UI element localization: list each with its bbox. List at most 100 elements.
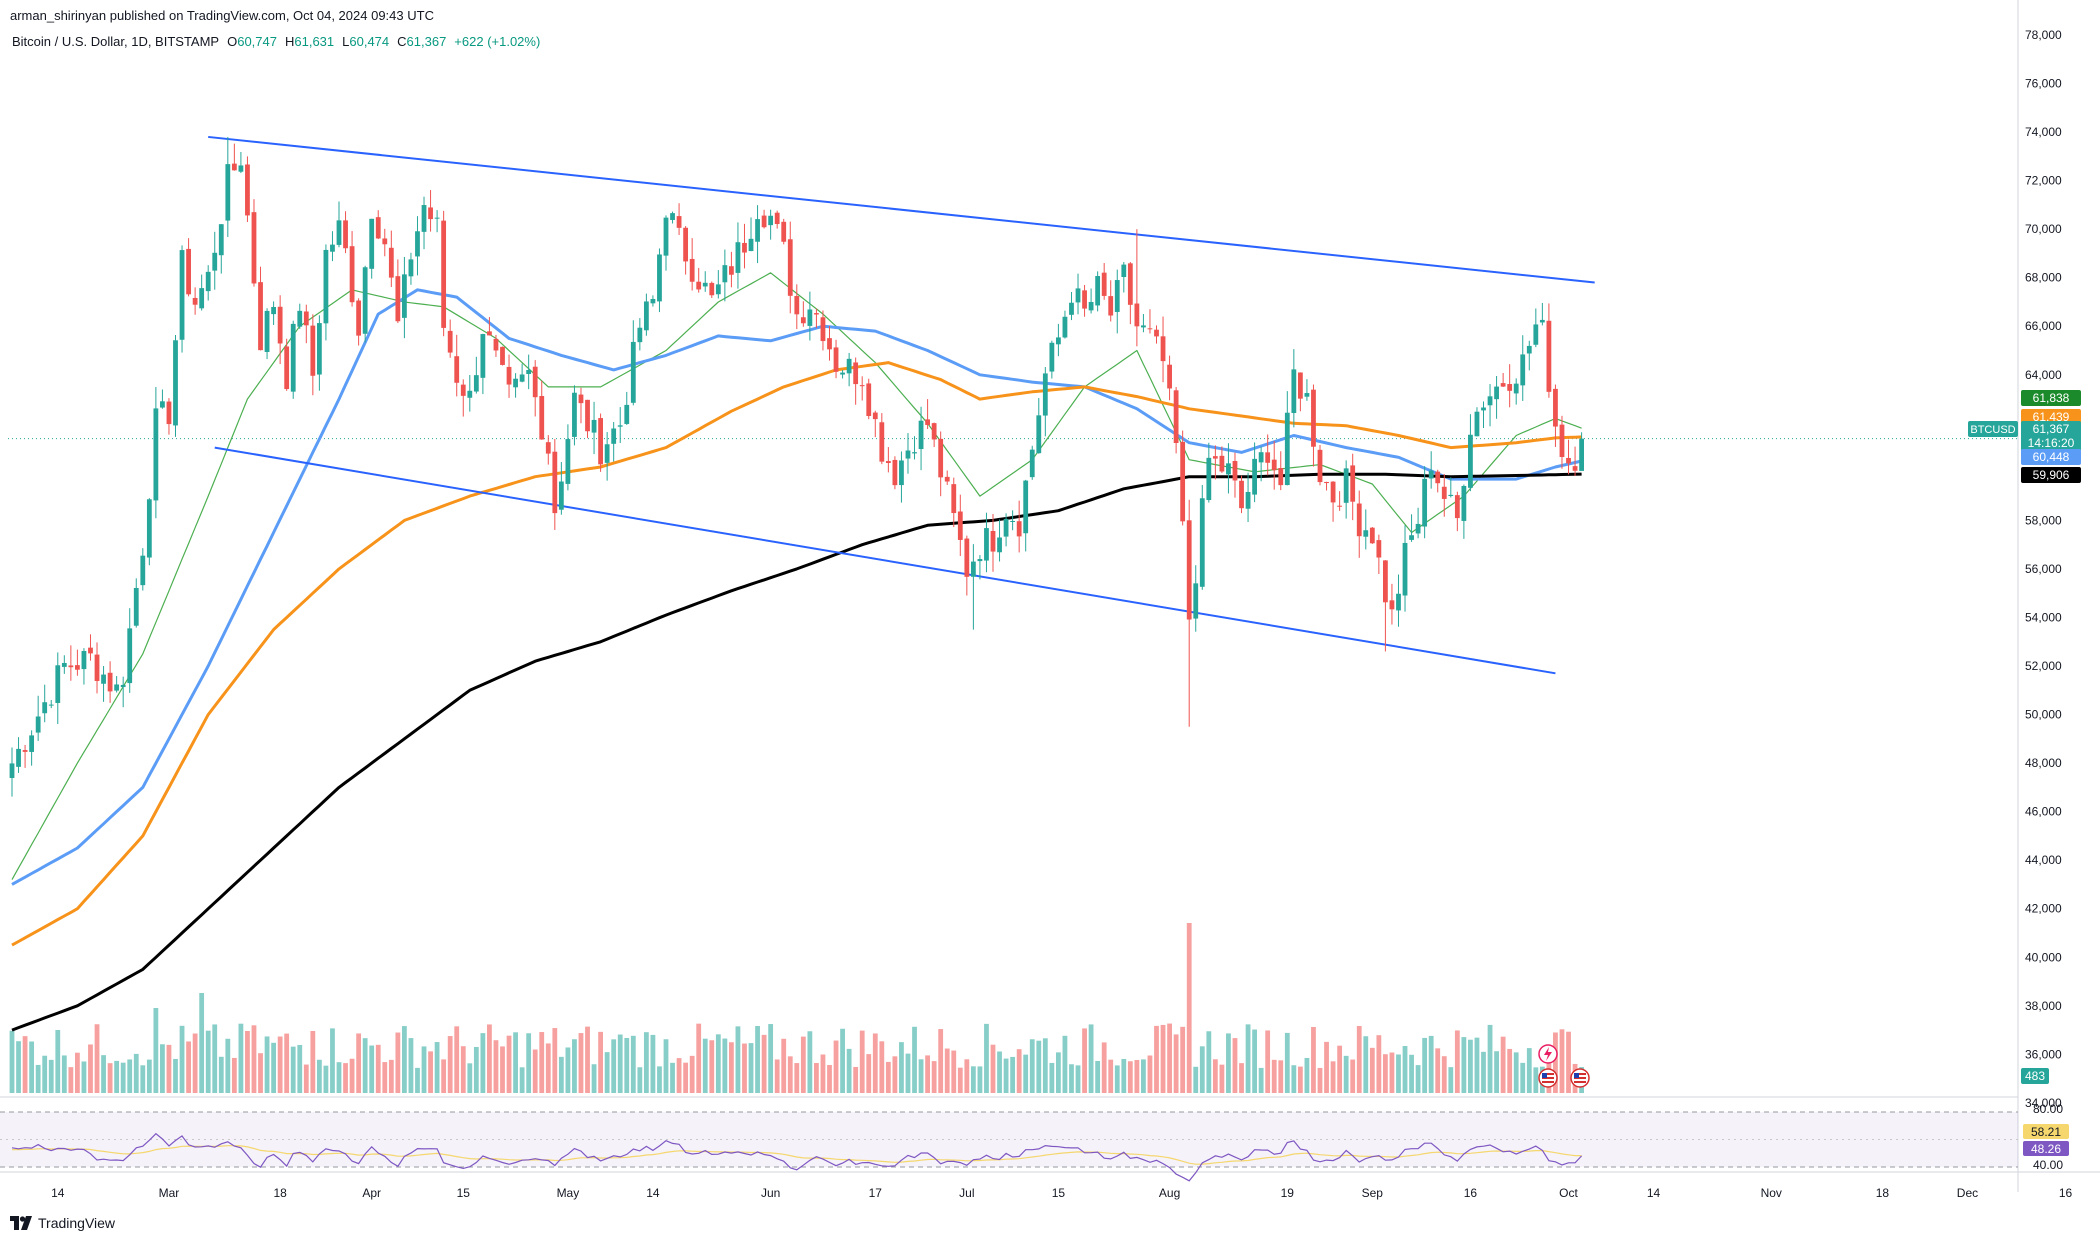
- candle-body: [500, 346, 505, 365]
- publisher-line: arman_shirinyan published on TradingView…: [10, 8, 434, 23]
- price-axis[interactable]: 78,000 76,000 74,000 72,000 70,000 68,000 66,0…: [2025, 28, 2062, 1110]
- candle-body: [336, 220, 342, 245]
- candle-body: [303, 311, 309, 326]
- volume-bar: [1271, 1059, 1277, 1093]
- volume-bar: [696, 1023, 702, 1093]
- footer-brand[interactable]: TradingView: [10, 1215, 115, 1231]
- candle-body: [925, 419, 930, 425]
- candle-body: [1520, 354, 1526, 386]
- candle-body: [938, 438, 944, 478]
- volume-bar: [35, 1064, 41, 1093]
- volume-bar: [683, 1062, 689, 1093]
- volume-bar: [330, 1028, 335, 1093]
- volume-bar: [245, 1031, 250, 1093]
- candle-body: [1330, 481, 1336, 503]
- candle-body: [1435, 471, 1441, 484]
- candle-body: [460, 384, 466, 396]
- candle-body: [1428, 470, 1434, 479]
- candle-body: [323, 249, 329, 324]
- candle-body: [944, 476, 950, 482]
- moving-average-line: [11, 272, 1582, 880]
- candle-body: [1396, 593, 1401, 611]
- rsi-tick-label: 80.00: [2033, 1102, 2063, 1116]
- candle-body: [859, 385, 865, 387]
- candle-body: [957, 511, 963, 540]
- volume-bar: [925, 1055, 930, 1093]
- candle-body: [35, 716, 41, 733]
- publisher-user[interactable]: arman_shirinyan: [10, 8, 107, 23]
- time-tick-label: 17: [869, 1186, 883, 1200]
- price-label-badge: [2021, 421, 2081, 451]
- price-tick-label: 52,000: [2025, 659, 2062, 673]
- candle-body: [81, 651, 87, 670]
- candle-body: [1559, 424, 1565, 457]
- candle-body: [742, 242, 747, 253]
- volume-bar: [1500, 1036, 1506, 1093]
- volume-bar: [1291, 1065, 1297, 1093]
- candle-body: [375, 217, 381, 239]
- candle-body: [1291, 369, 1297, 414]
- time-tick-label: 15: [1052, 1186, 1066, 1200]
- candle-body: [977, 559, 983, 562]
- volume-bar: [650, 1034, 656, 1093]
- volume-bar: [532, 1049, 538, 1093]
- volume-bar: [356, 1033, 362, 1093]
- high-label: H: [284, 34, 295, 49]
- volume-bar: [1284, 1032, 1290, 1093]
- candle-body: [1415, 523, 1421, 534]
- candle-body: [42, 702, 48, 714]
- volume-bar: [323, 1065, 329, 1093]
- candle-body: [657, 254, 662, 302]
- candle-body: [271, 307, 276, 315]
- volume-bar: [205, 1030, 211, 1093]
- candle-body: [1461, 485, 1467, 521]
- candle-body: [650, 298, 656, 304]
- volume-bar: [761, 1034, 767, 1093]
- time-tick-label: 14: [1647, 1186, 1661, 1200]
- volume-bar: [1415, 1065, 1421, 1093]
- volume-bar: [617, 1034, 623, 1093]
- candle-body: [513, 378, 518, 388]
- time-axis[interactable]: 14 Mar 18 Apr 15 May 14 Jun 17 Jul 15 Aug 19 Sep 16 Oct…: [51, 1186, 2072, 1200]
- event-icons[interactable]: [1538, 1044, 1590, 1088]
- candle-body: [160, 401, 165, 408]
- volume-bar: [81, 1061, 87, 1093]
- volume-bar: [774, 1059, 780, 1093]
- volume-bar: [88, 1044, 93, 1093]
- volume-bar: [729, 1042, 734, 1093]
- candle-body: [415, 231, 420, 257]
- volume-bar: [146, 1059, 152, 1093]
- candle-body: [186, 248, 191, 295]
- symbol-title[interactable]: Bitcoin / U.S. Dollar, 1D, BITSTAMP: [12, 34, 220, 49]
- volume-bar: [493, 1040, 499, 1093]
- price-tick-label: 68,000: [2025, 271, 2062, 285]
- candle-body: [1356, 503, 1362, 537]
- price-label-countdown: 14:16:20: [2028, 436, 2075, 450]
- candle-body: [493, 338, 499, 351]
- volume-bar: [1108, 1059, 1114, 1093]
- candle-body: [1539, 319, 1545, 323]
- candle-body: [1193, 583, 1199, 619]
- candle-body: [912, 452, 917, 454]
- candle-body: [768, 215, 774, 226]
- time-tick-label: 14: [646, 1186, 660, 1200]
- candle-body: [173, 340, 178, 426]
- candle-body: [454, 356, 460, 383]
- volume-bar: [643, 1032, 649, 1093]
- candle-body: [729, 266, 734, 275]
- candle-body: [1487, 396, 1493, 406]
- candle-body: [480, 334, 486, 378]
- candle-body: [467, 390, 473, 398]
- candle-body: [1402, 542, 1408, 596]
- volume-value-badge: [2021, 1068, 2049, 1084]
- volume-bar: [316, 1059, 322, 1093]
- candle-body: [362, 267, 368, 334]
- flag-stripe: [1542, 1081, 1554, 1083]
- price-label: 61,838: [2033, 391, 2070, 405]
- descending-channel[interactable]: [208, 135, 1595, 675]
- candle-body: [676, 216, 682, 228]
- volume-bar: [990, 1044, 996, 1093]
- volume-bar: [755, 1025, 760, 1093]
